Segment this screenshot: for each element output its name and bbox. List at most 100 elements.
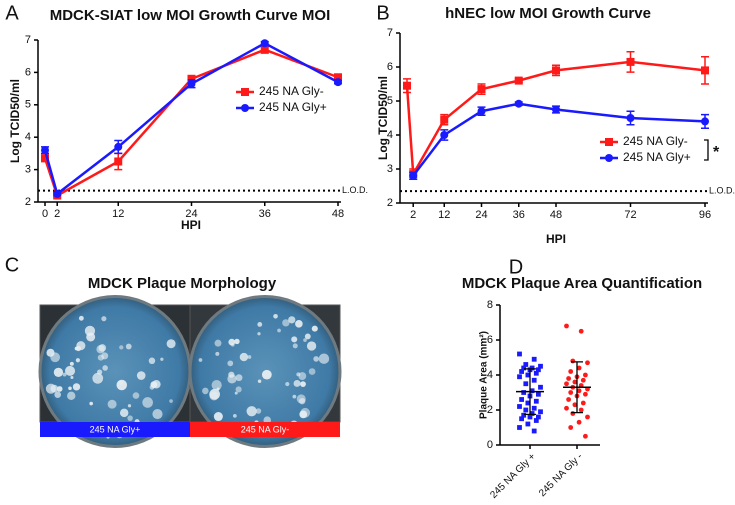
- condition-label: 245 NA Gly+: [90, 424, 141, 434]
- condition-bar: [190, 422, 340, 437]
- marker: [521, 412, 527, 418]
- plaque: [299, 410, 308, 419]
- y-tick-label: 2: [387, 197, 393, 209]
- plaque: [255, 408, 262, 414]
- marker: [585, 360, 590, 366]
- marker: [514, 76, 523, 85]
- marker: [583, 391, 588, 397]
- x-tick-label: 245 NA Gly -: [537, 451, 585, 499]
- x-axis-label: HPI: [546, 232, 566, 246]
- marker: [517, 404, 522, 409]
- plaque: [227, 360, 234, 367]
- x-tick-label: 24: [185, 208, 197, 220]
- x-tick-label: 48: [332, 208, 344, 220]
- x-tick-label: 36: [513, 209, 525, 221]
- marker: [519, 397, 524, 402]
- marker: [187, 79, 196, 88]
- y-tick-label: 6: [25, 66, 31, 78]
- marker: [572, 402, 578, 408]
- marker: [576, 419, 582, 425]
- plaque: [318, 353, 330, 364]
- x-tick-label: 96: [699, 209, 711, 221]
- plaque: [295, 320, 303, 328]
- plaque: [72, 383, 81, 391]
- plaque: [136, 371, 146, 380]
- marker: [568, 369, 574, 374]
- series-line: [43, 48, 339, 198]
- marker: [529, 411, 535, 416]
- marker: [531, 377, 537, 383]
- marker: [576, 365, 582, 371]
- marker: [538, 384, 543, 390]
- y-tick-label: 6: [487, 334, 493, 346]
- marker: [53, 189, 62, 198]
- chart-title: MDCK Plaque Morphology: [88, 275, 277, 292]
- marker: [521, 390, 527, 395]
- x-tick-label: 245 NA Gly +: [488, 451, 538, 501]
- plaque: [53, 367, 64, 377]
- plaque: [273, 313, 278, 319]
- marker: [564, 323, 569, 329]
- plaque: [293, 379, 301, 387]
- plaque: [125, 343, 132, 350]
- marker: [576, 388, 582, 394]
- plaque: [300, 381, 306, 387]
- plaque: [150, 381, 158, 388]
- marker: [570, 411, 576, 416]
- x-tick-label: 12: [112, 208, 124, 220]
- marker: [533, 418, 539, 423]
- legend-marker: [605, 154, 613, 162]
- marker: [187, 74, 196, 83]
- marker: [519, 369, 524, 374]
- marker: [403, 81, 411, 90]
- plaque: [76, 341, 86, 351]
- plaque: [96, 345, 105, 354]
- plaque: [45, 383, 56, 394]
- y-tick-label: 3: [387, 163, 393, 175]
- y-tick-label: 4: [387, 129, 393, 141]
- plaque: [232, 413, 237, 418]
- plaque: [74, 346, 79, 351]
- x-tick-label: 12: [438, 209, 450, 221]
- significance-bracket: [704, 139, 709, 161]
- plaque: [227, 374, 237, 384]
- marker: [477, 85, 486, 94]
- plaque: [68, 386, 72, 391]
- series-line: [405, 60, 706, 179]
- chart-title: MDCK-SIAT low MOI Growth Curve MOI: [50, 7, 331, 24]
- marker: [440, 115, 449, 124]
- plaque: [292, 394, 297, 399]
- plaque: [198, 358, 203, 362]
- plaque: [235, 386, 242, 393]
- plaque: [296, 394, 306, 404]
- plaque: [160, 357, 164, 361]
- plaque: [202, 387, 209, 395]
- plaque: [214, 339, 222, 347]
- plaque: [234, 338, 240, 345]
- plaque: [127, 415, 133, 421]
- plaque: [116, 379, 128, 391]
- y-tick-label: 7: [25, 34, 31, 46]
- plaque: [62, 372, 67, 377]
- marker: [578, 407, 584, 413]
- plaque: [247, 355, 252, 359]
- plaque: [97, 354, 104, 361]
- lod-label: L.O.D.: [342, 185, 368, 195]
- y-axis-label: Log TCID50/ml: [376, 76, 390, 160]
- marker: [477, 107, 486, 116]
- plaque: [46, 348, 55, 357]
- series-line: [43, 41, 339, 197]
- plaque: [215, 351, 220, 356]
- marker: [552, 66, 560, 75]
- x-tick-label: 48: [550, 209, 562, 221]
- marker: [525, 421, 531, 427]
- marker: [538, 363, 543, 369]
- legend-label: 245 NA Gly+: [623, 150, 691, 164]
- plaque: [277, 328, 281, 333]
- significance-label: *: [713, 144, 720, 161]
- marker: [564, 405, 569, 411]
- legend-label: 245 NA Gly+: [259, 100, 327, 114]
- x-axis-label: HPI: [181, 218, 201, 232]
- marker: [568, 425, 574, 430]
- marker: [523, 407, 529, 413]
